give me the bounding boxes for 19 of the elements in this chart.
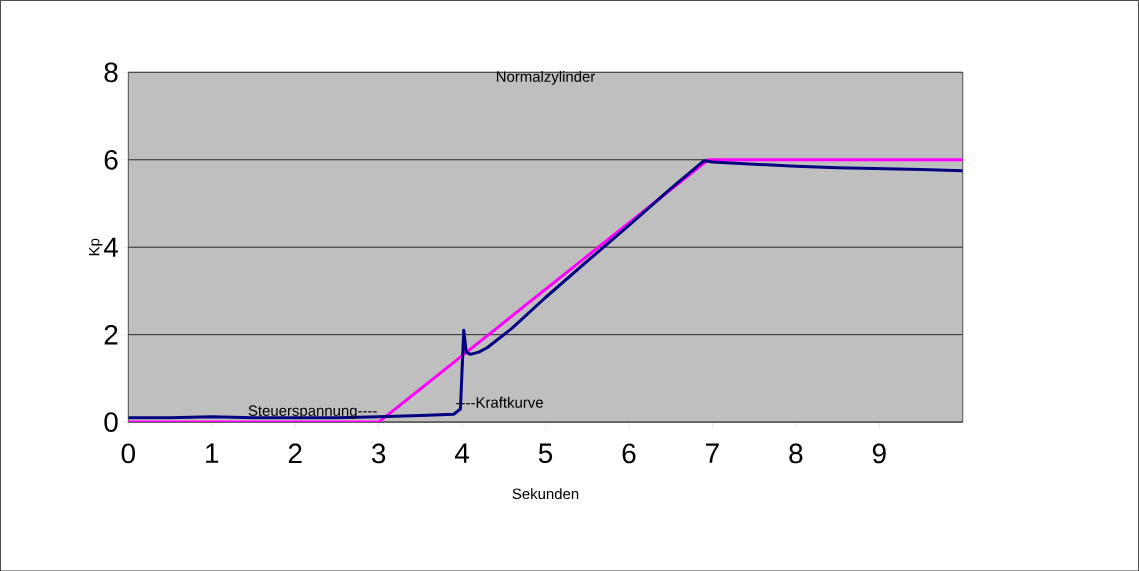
x-tick-label: 3	[371, 443, 386, 464]
x-tick-label: 0	[121, 443, 135, 464]
y-tick-label: 2	[104, 324, 118, 345]
x-tick-label: 1	[206, 443, 219, 463]
x-tick-label: 9	[872, 443, 886, 464]
y-axis-title: Kp	[89, 238, 103, 255]
chart-title: Normalzylinder	[496, 70, 596, 85]
series-label: Steuerspannung----	[248, 405, 377, 419]
y-tick-label: 8	[104, 62, 118, 83]
x-axis-title: Sekunden	[512, 487, 579, 499]
x-tick-label: 4	[454, 443, 470, 463]
x-tick-label: 5	[538, 443, 553, 463]
y-tick-label: 0	[104, 412, 118, 432]
x-tick-label: 7	[706, 443, 719, 463]
x-tick-label: 2	[288, 443, 302, 463]
y-tick-label: 6	[104, 149, 118, 170]
x-tick-label: 6	[622, 443, 636, 464]
y-tick-label: 4	[103, 237, 118, 257]
x-tick-label: 8	[789, 443, 803, 464]
